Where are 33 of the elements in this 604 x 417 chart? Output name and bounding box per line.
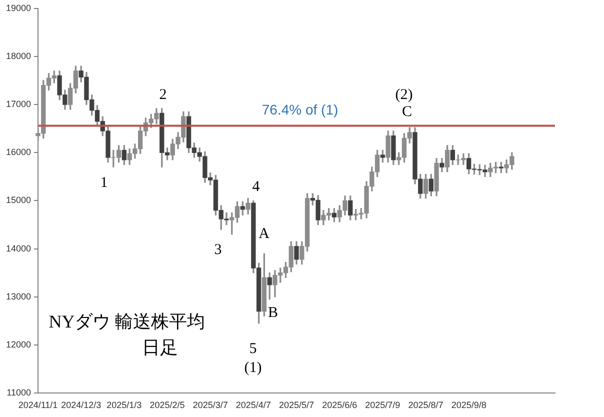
annotation: 1 — [100, 174, 108, 191]
annotation: A — [258, 226, 270, 242]
x-tick-label: 2024/12/3 — [61, 400, 102, 410]
ref-line-label: 76.4% of (1) — [262, 102, 338, 118]
annotation: (2) — [395, 86, 413, 103]
x-tick-label: 2025/6/6 — [322, 400, 358, 410]
y-tick-label: 17000 — [6, 99, 31, 110]
y-tick-label: 16000 — [6, 147, 31, 158]
x-tick-label: 2025/3/7 — [192, 400, 228, 410]
annotation: B — [268, 304, 278, 321]
x-tick-label: 2025/7/9 — [365, 400, 400, 410]
annotation: 5 — [249, 340, 257, 357]
x-tick-label: 2025/5/7 — [278, 400, 314, 410]
annotation: 3 — [214, 242, 222, 258]
y-tick-label: 12000 — [6, 339, 31, 350]
x-tick-label: 2024/11/1 — [18, 400, 58, 410]
y-tick-label: 14000 — [6, 243, 31, 254]
y-tick-label: 11000 — [6, 387, 31, 398]
annotation: (1) — [244, 360, 262, 376]
x-tick-label: 2025/9/8 — [451, 400, 486, 410]
annotation: 2 — [159, 86, 167, 103]
x-tick-label: 2025/2/5 — [150, 400, 185, 410]
y-tick-label: 18000 — [6, 50, 31, 61]
y-tick-label: 15000 — [6, 195, 31, 206]
x-tick-label: 2025/1/3 — [106, 400, 142, 410]
annotation: NYダウ 輸送株平均 — [48, 312, 206, 332]
y-tick-label: 13000 — [6, 291, 31, 302]
x-tick-label: 2025/4/7 — [236, 400, 271, 410]
annotation: 4 — [252, 178, 260, 195]
annotation: 日足 — [142, 338, 178, 358]
x-tick-label: 2025/8/7 — [408, 400, 444, 410]
annotation: C — [402, 104, 412, 120]
y-tick-label: 19000 — [6, 2, 31, 13]
